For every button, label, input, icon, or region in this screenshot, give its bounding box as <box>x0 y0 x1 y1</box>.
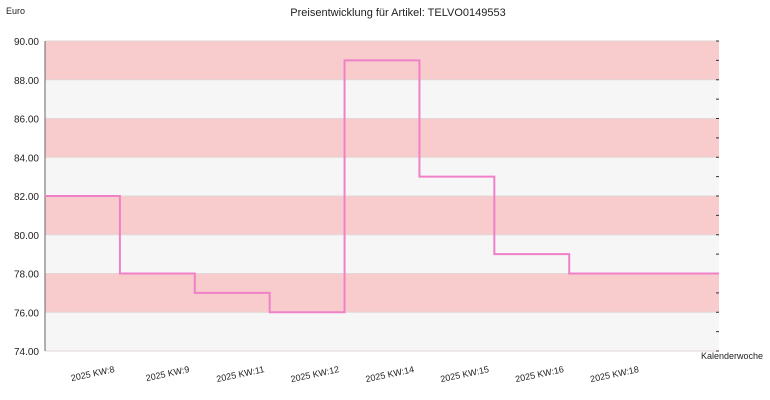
x-tick-labels: 2025 KW:8 2025 KW:9 2025 KW:11 2025 KW:12 20… <box>70 364 640 384</box>
y-tick-label: 80.00 <box>14 231 39 242</box>
background-band <box>45 157 719 196</box>
x-tick-label: 2025 KW:14 <box>365 364 415 384</box>
x-tick-label: 2025 KW:8 <box>70 364 115 383</box>
x-tick-label: 2025 KW:16 <box>514 364 564 384</box>
background-band <box>45 79 719 119</box>
y-tick-label: 88.00 <box>14 76 39 87</box>
background-band <box>45 312 719 351</box>
y-tick-label: 76.00 <box>14 308 39 319</box>
y-tick-label: 84.00 <box>14 153 39 164</box>
x-axis-label: Kalenderwoche <box>701 351 763 361</box>
y-tick-label: 90.00 <box>14 37 39 48</box>
y-tick-label: 86.00 <box>14 115 39 126</box>
y-tick-label: 82.00 <box>14 192 39 203</box>
chart-title: Preisentwicklung für Artikel: TELVO01495… <box>290 7 505 19</box>
x-tick-label: 2025 KW:18 <box>589 364 639 384</box>
background-band <box>45 118 719 158</box>
y-tick-label: 74.00 <box>14 347 39 358</box>
background-band <box>45 273 719 313</box>
y-tick-labels: 74.00 76.00 78.00 80.00 82.00 84.00 86.00 88.00… <box>14 37 39 358</box>
y-axis-label: Euro <box>6 6 25 16</box>
x-tick-label: 2025 KW:12 <box>290 364 340 384</box>
y-tick-label: 78.00 <box>14 270 39 281</box>
x-tick-label: 2025 KW:9 <box>145 364 190 383</box>
background-bands <box>45 41 719 351</box>
background-band <box>45 196 719 235</box>
background-band <box>45 234 719 274</box>
x-tick-label: 2025 KW:15 <box>439 364 489 384</box>
x-tick-label: 2025 KW:11 <box>215 364 265 384</box>
price-series-line <box>45 59 719 314</box>
